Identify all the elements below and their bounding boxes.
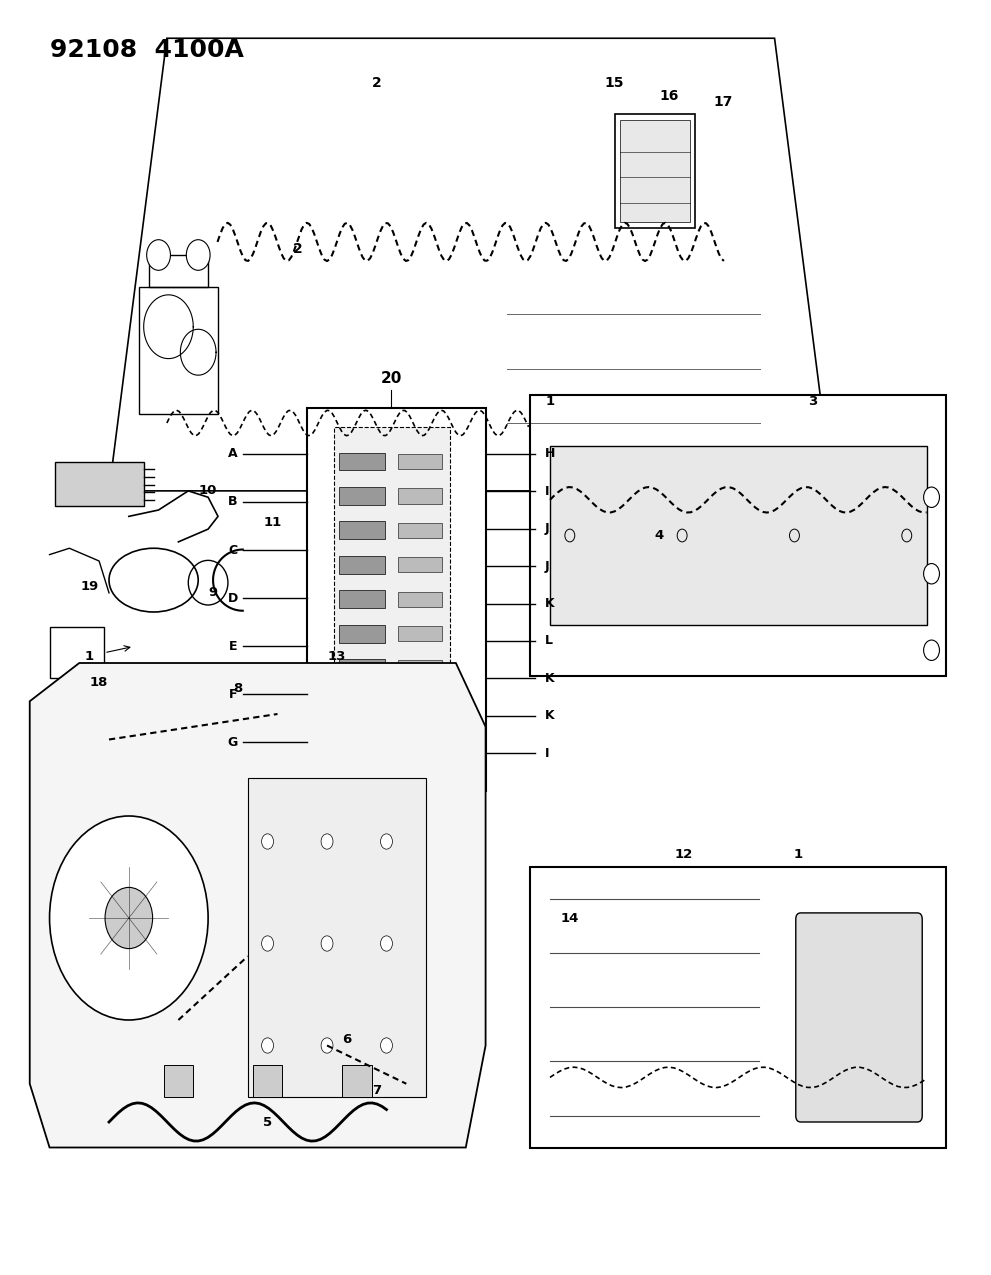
Text: 12: 12	[675, 848, 693, 861]
Text: J: J	[545, 523, 550, 536]
Circle shape	[924, 640, 939, 660]
Bar	[550, 446, 927, 625]
Text: K: K	[545, 709, 555, 722]
Bar	[530, 867, 946, 1148]
Bar	[339, 694, 385, 711]
Circle shape	[924, 487, 939, 507]
Text: 2: 2	[292, 242, 302, 255]
Bar	[397, 454, 442, 469]
Text: 15: 15	[605, 76, 624, 89]
Text: J: J	[545, 560, 550, 572]
Circle shape	[321, 936, 333, 951]
Bar	[339, 487, 385, 505]
Text: 9: 9	[208, 586, 218, 599]
Bar	[253, 1065, 282, 1096]
Bar	[397, 729, 442, 745]
Circle shape	[321, 1038, 333, 1053]
Text: 19: 19	[80, 580, 98, 593]
Circle shape	[321, 834, 333, 849]
Circle shape	[381, 1038, 392, 1053]
Text: H: H	[545, 448, 555, 460]
Bar	[339, 659, 385, 677]
Bar	[397, 626, 442, 641]
Bar	[615, 113, 695, 228]
Text: 92108  4100A: 92108 4100A	[50, 38, 244, 62]
Circle shape	[262, 834, 274, 849]
Text: K: K	[545, 672, 555, 685]
Text: L: L	[545, 635, 553, 648]
Text: 13: 13	[328, 650, 346, 663]
Bar	[248, 778, 426, 1096]
Text: 20: 20	[381, 371, 402, 386]
Text: C: C	[228, 543, 238, 557]
Circle shape	[924, 564, 939, 584]
Circle shape	[262, 936, 274, 951]
Bar	[307, 408, 486, 790]
Text: 16: 16	[659, 89, 679, 102]
Bar	[397, 488, 442, 504]
Bar	[339, 728, 385, 746]
Circle shape	[50, 816, 208, 1020]
Text: E: E	[229, 640, 237, 653]
Text: 11: 11	[264, 516, 281, 529]
Text: 6: 6	[342, 1033, 352, 1045]
Bar	[339, 556, 385, 574]
Bar	[164, 1065, 193, 1096]
Text: 14: 14	[561, 912, 579, 924]
Text: 10: 10	[199, 484, 217, 497]
Text: 5: 5	[263, 1116, 273, 1128]
Bar	[50, 627, 104, 678]
Text: I: I	[545, 747, 550, 760]
Bar	[334, 427, 450, 771]
Bar	[530, 395, 946, 676]
Bar	[339, 521, 385, 539]
Circle shape	[381, 936, 392, 951]
Bar	[339, 625, 385, 643]
Text: 7: 7	[372, 1084, 382, 1096]
Circle shape	[262, 1038, 274, 1053]
Text: D: D	[228, 592, 238, 604]
Circle shape	[147, 240, 170, 270]
Polygon shape	[30, 663, 486, 1148]
Text: 8: 8	[233, 682, 243, 695]
Bar	[342, 1065, 372, 1096]
Bar	[139, 287, 218, 414]
Text: G: G	[228, 736, 238, 748]
Text: 2: 2	[372, 76, 382, 89]
Text: B: B	[228, 496, 238, 509]
Bar	[620, 120, 690, 222]
Circle shape	[105, 887, 153, 949]
Bar	[397, 695, 442, 710]
Text: K: K	[545, 597, 555, 609]
Bar	[55, 462, 144, 506]
Circle shape	[258, 803, 357, 931]
Text: 17: 17	[714, 96, 733, 108]
Text: 1: 1	[545, 395, 555, 408]
Text: 1: 1	[84, 650, 94, 663]
Text: 3: 3	[808, 395, 818, 408]
Bar	[397, 592, 442, 607]
Circle shape	[381, 834, 392, 849]
Text: 4: 4	[654, 529, 664, 542]
Bar	[339, 453, 385, 470]
Bar	[397, 523, 442, 538]
Text: 1: 1	[793, 848, 803, 861]
FancyBboxPatch shape	[796, 913, 923, 1122]
Bar	[339, 590, 385, 608]
Bar	[397, 660, 442, 676]
Text: A: A	[228, 448, 238, 460]
Bar	[149, 255, 208, 287]
Bar	[397, 557, 442, 572]
Text: 18: 18	[90, 676, 108, 688]
Text: I: I	[545, 484, 550, 497]
Circle shape	[186, 240, 210, 270]
Text: F: F	[229, 687, 237, 701]
